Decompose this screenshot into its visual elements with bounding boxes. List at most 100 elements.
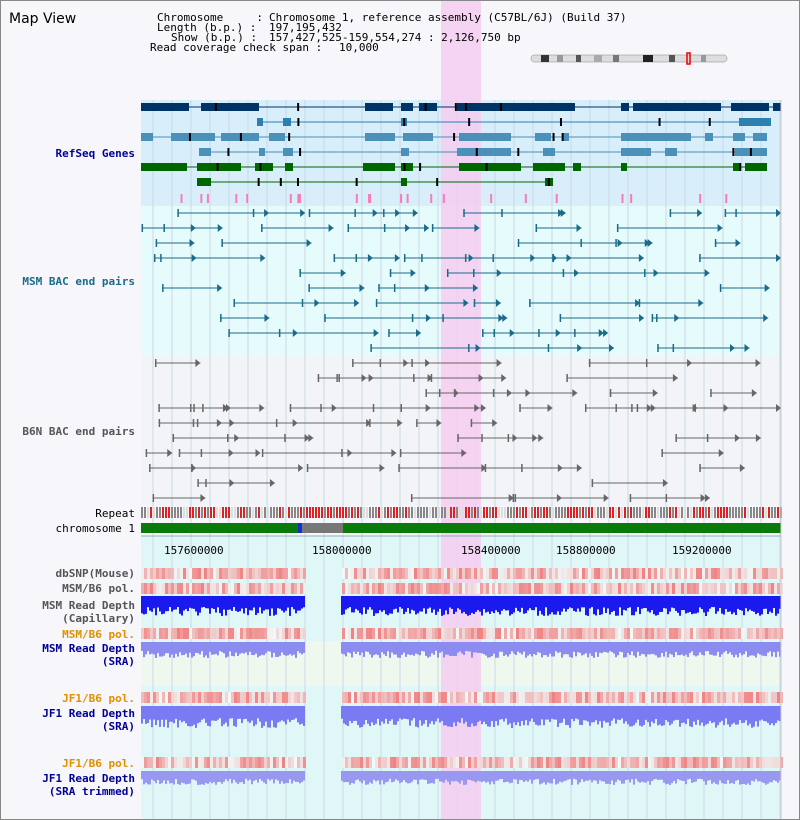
msm-b6-pol-cell — [600, 583, 603, 594]
dbsnp-cell — [663, 568, 666, 579]
track-label-msm-bac[interactable]: MSM BAC end pairs — [22, 275, 135, 288]
track-label-msm-depth-cap[interactable]: MSM Read Depth — [42, 599, 135, 612]
jf1-depth-trim-bar — [695, 771, 697, 782]
jf1-b6-pol-cell — [714, 692, 717, 703]
dbsnp-cell — [597, 568, 600, 579]
msm-b6-pol-cell — [648, 628, 651, 639]
repeat-block — [720, 507, 722, 518]
jf1-depth-trim-bar — [359, 771, 361, 782]
jf1-depth-sra-bar — [593, 706, 595, 723]
msm-bac-pair-arrow — [354, 299, 360, 307]
msm-b6-pol-cell — [477, 583, 480, 594]
jf1-b6-pol-cell — [570, 757, 573, 768]
jf1-depth-trim-bar — [385, 771, 387, 783]
dbsnp-cell — [285, 568, 288, 579]
jf1-depth-trim-bar — [633, 771, 635, 785]
msm-depth-sra-bar — [479, 642, 481, 653]
jf1-depth-trim-bar — [197, 771, 199, 785]
msm-b6-pol-cell — [696, 628, 699, 639]
repeat-block — [477, 507, 479, 518]
repeat-block — [648, 507, 650, 518]
jf1-b6-pol-cell — [417, 692, 420, 703]
msm-depth-sra-bar — [389, 642, 391, 658]
track-label-msm-depth-sra[interactable]: MSM Read Depth — [42, 642, 135, 655]
jf1-b6-pol-cell — [663, 757, 666, 768]
msm-depth-sra-bar — [507, 642, 509, 657]
jf1-b6-pol-cell — [360, 692, 363, 703]
track-label-jf1-depth-sra[interactable]: JF1 Read Depth — [42, 707, 135, 720]
jf1-b6-pol-cell — [504, 757, 507, 768]
track-label-msm-b6-pol-2[interactable]: MSM/B6 pol. — [62, 628, 135, 641]
msm-depth-sra-bar — [407, 642, 409, 655]
msm-depth-sra-bar — [469, 642, 471, 652]
jf1-depth-trim-bar — [429, 771, 431, 784]
jf1-depth-trim-bar — [519, 771, 521, 780]
jf1-b6-pol-cell — [726, 757, 729, 768]
jf1-depth-trim-bar — [411, 771, 413, 782]
msm-depth-sra-bar — [741, 642, 743, 656]
jf1-depth-sra-bar — [411, 706, 413, 721]
msm-depth-sra-bar — [395, 642, 397, 655]
jf1-depth-trim-bar — [275, 771, 277, 780]
track-label-jf1-b6-pol-1[interactable]: JF1/B6 pol. — [62, 692, 135, 705]
jf1-depth-sra-bar — [291, 706, 293, 720]
track-label-msm-b6-pol-1[interactable]: MSM/B6 pol. — [62, 582, 135, 595]
b6n-bac-pair-arrow — [492, 419, 498, 427]
gene-exon-mark — [552, 133, 555, 141]
msm-depth-cap-bar — [765, 596, 767, 609]
msm-depth-cap-bar — [215, 596, 217, 613]
jf1-depth-trim-bar — [693, 771, 695, 783]
jf1-depth-trim-bar — [351, 771, 353, 783]
track-label-jf1-depth-trim[interactable]: JF1 Read Depth — [42, 772, 135, 785]
jf1-b6-pol-cell — [636, 757, 639, 768]
jf1-depth-trim-bar — [379, 771, 381, 785]
msm-b6-pol-cell — [228, 583, 231, 594]
track-label-b6n-bac[interactable]: B6N BAC end pairs — [22, 425, 135, 438]
msm-depth-sra-bar — [423, 642, 425, 652]
jf1-depth-sra-bar — [579, 706, 581, 725]
b6n-bac-pair-end — [261, 449, 264, 457]
track-label-chromosome[interactable]: chromosome 1 — [55, 522, 135, 535]
small-gene-mark — [621, 194, 624, 203]
msm-depth-sra-bar — [287, 642, 289, 656]
jf1-depth-trim-bar — [413, 771, 415, 780]
dbsnp-cell — [651, 568, 654, 579]
msm-b6-pol-cell — [267, 583, 270, 594]
jf1-depth-sra-bar — [697, 706, 699, 720]
repeat-block — [246, 507, 248, 518]
msm-b6-pol-cell — [396, 583, 399, 594]
msm-depth-sra-bar — [517, 642, 519, 652]
gene-exon — [269, 133, 285, 141]
msm-depth-cap-bar — [487, 596, 489, 612]
msm-b6-pol-cell — [144, 628, 147, 639]
jf1-depth-sra-bar — [567, 706, 569, 726]
msm-b6-pol-cell — [504, 583, 507, 594]
jf1-b6-pol-cell — [552, 757, 555, 768]
gene-exon-mark — [419, 163, 422, 171]
repeat-block — [231, 507, 233, 518]
dbsnp-cell — [510, 568, 513, 579]
msm-depth-cap-bar — [485, 596, 487, 613]
msm-depth-sra-bar — [253, 642, 255, 656]
track-label-jf1-b6-pol-2[interactable]: JF1/B6 pol. — [62, 757, 135, 770]
msm-depth-cap-bar — [573, 596, 575, 611]
jf1-b6-pol-cell — [738, 692, 741, 703]
jf1-b6-pol-cell — [159, 692, 162, 703]
track-label-dbsnp[interactable]: dbSNP(Mouse) — [55, 567, 135, 580]
ideogram-band — [557, 55, 563, 62]
msm-b6-pol-cell — [243, 628, 246, 639]
msm-b6-pol-cell — [441, 583, 444, 594]
b6n-bac-pair-end — [154, 359, 157, 367]
jf1-depth-sra-bar — [765, 706, 767, 722]
msm-depth-sra-bar — [221, 642, 223, 653]
track-label-repeat[interactable]: Repeat — [95, 507, 135, 520]
msm-bac-pair-arrow — [217, 224, 223, 232]
msm-b6-pol-cell — [168, 628, 171, 639]
b6n-bac-pair-end — [661, 449, 663, 457]
track-label-refseq[interactable]: RefSeq Genes — [55, 147, 135, 160]
jf1-depth-trim-bar — [223, 771, 225, 782]
msm-depth-sra-bar — [301, 642, 303, 655]
msm-bac-pair-end — [370, 344, 372, 352]
msm-depth-cap-bar — [257, 596, 259, 614]
